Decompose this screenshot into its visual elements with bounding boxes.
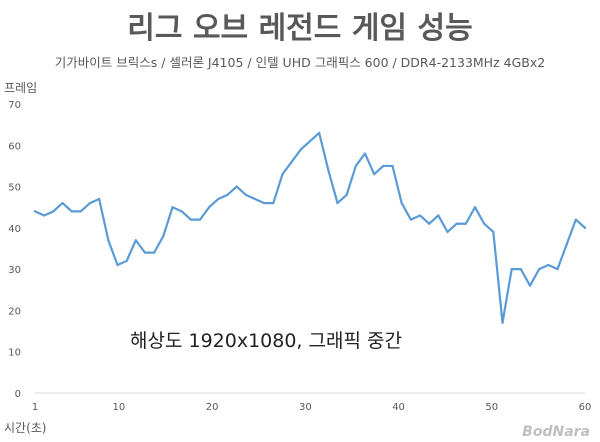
data-point — [446, 230, 449, 234]
tick-labels: 0 10 20 30 40 50 60 70 1 10 20 30 40 50 60 — [8, 100, 591, 413]
data-point — [308, 140, 312, 143]
data-point — [52, 210, 55, 213]
data-point — [327, 168, 330, 172]
data-point — [180, 210, 183, 213]
data-point — [538, 268, 541, 271]
data-point — [208, 206, 211, 209]
data-point — [565, 243, 568, 246]
data-point — [336, 201, 339, 205]
data-point — [464, 222, 467, 225]
x-tick-label: 30 — [299, 402, 312, 413]
data-point — [70, 210, 73, 213]
data-point — [33, 210, 37, 213]
data-point — [153, 251, 156, 254]
data-point — [556, 268, 559, 271]
y-tick-label: 10 — [8, 348, 21, 359]
data-point — [354, 164, 357, 168]
data-point — [400, 201, 403, 205]
data-point — [345, 193, 348, 196]
data-point — [61, 201, 64, 205]
y-tick-label: 0 — [15, 389, 21, 400]
data-point — [290, 160, 293, 163]
data-point — [409, 218, 412, 221]
x-tick-label: 1 — [32, 402, 38, 413]
data-point — [428, 222, 431, 225]
data-point — [107, 239, 110, 242]
data-point — [492, 230, 495, 234]
data-point — [43, 214, 46, 217]
data-point — [391, 164, 394, 168]
data-point — [98, 197, 101, 201]
data-point — [162, 235, 165, 238]
data-point — [281, 173, 284, 176]
y-tick-label: 20 — [8, 306, 21, 317]
data-point — [253, 197, 257, 201]
data-point — [235, 185, 238, 188]
data-point — [143, 251, 147, 254]
y-tick-label: 40 — [8, 224, 21, 235]
x-tick-label: 60 — [579, 402, 592, 413]
data-point — [455, 222, 458, 225]
data-point — [134, 239, 137, 242]
data-point — [483, 222, 486, 225]
data-point — [189, 218, 192, 221]
data-point — [226, 193, 229, 196]
data-point — [299, 148, 302, 151]
y-tick-label: 60 — [8, 141, 21, 152]
data-point — [583, 226, 587, 229]
data-point — [510, 268, 513, 271]
data-point — [473, 206, 477, 209]
data-point — [418, 214, 422, 217]
y-tick-label: 50 — [8, 183, 21, 194]
data-point — [198, 218, 202, 221]
data-point — [547, 263, 550, 267]
data-point — [125, 259, 128, 262]
y-tick-label: 30 — [8, 265, 21, 276]
series-line — [33, 131, 587, 324]
chart-annotation: 해상도 1920x1080, 그래픽 중간 — [130, 330, 402, 352]
x-tick-label: 40 — [392, 402, 405, 413]
data-point — [217, 197, 220, 201]
data-point — [574, 218, 577, 221]
y-tick-label: 70 — [8, 100, 21, 111]
x-tick-label: 10 — [113, 402, 126, 413]
data-point — [363, 152, 367, 155]
data-point — [501, 321, 504, 324]
data-point — [88, 201, 92, 205]
data-point — [116, 263, 119, 267]
data-point — [519, 268, 522, 271]
y-axis-label: 프레임 — [4, 81, 37, 95]
x-tick-label: 20 — [206, 402, 219, 413]
x-axis-label: 시간(초) — [4, 421, 46, 435]
data-point — [244, 193, 247, 196]
chart-title: 리그 오브 레전드 게임 성능 — [127, 11, 472, 46]
chart-subtitle: 기가바이트 브릭스s / 셀러론 J4105 / 인텔 UHD 그래픽스 600… — [55, 55, 545, 70]
watermark-logo: BodNara — [522, 424, 590, 440]
data-point — [528, 284, 532, 287]
data-point — [437, 214, 440, 217]
data-point — [382, 164, 385, 168]
data-point — [373, 173, 376, 176]
data-point — [318, 131, 321, 134]
data-point — [171, 206, 174, 209]
series-group — [33, 131, 587, 324]
x-tick-label: 50 — [485, 402, 498, 413]
data-point — [263, 201, 266, 205]
data-point — [272, 201, 275, 205]
data-point — [79, 210, 82, 213]
